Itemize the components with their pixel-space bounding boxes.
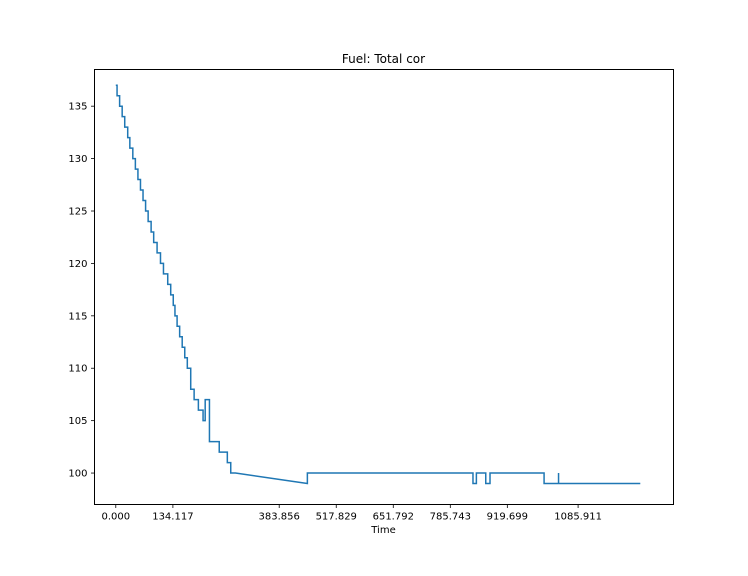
y-axis: 100 105 110 115 120 125 130 135 (68, 102, 95, 480)
y-tick-label: 105 (68, 416, 87, 427)
y-tick-label: 115 (68, 311, 87, 322)
y-tick-label: 120 (68, 259, 87, 270)
plot-frame (94, 69, 674, 505)
series-line-0 (115, 84, 641, 485)
x-tick-label: 651.792 (373, 512, 414, 523)
x-tick-label: 0.000 (101, 512, 130, 523)
x-tick-label: 517.829 (316, 512, 357, 523)
y-tick-label: 135 (68, 102, 87, 113)
y-tick-label: 100 (68, 469, 87, 480)
x-axis: 0.000 134.117 383.856 517.829 651.792 785.743… (101, 504, 602, 523)
chart-title: Fuel: Total cor (342, 52, 425, 66)
x-tick-label: 785.743 (430, 512, 471, 523)
x-tick-label: 1085.911 (554, 512, 602, 523)
x-tick-label: 383.856 (259, 512, 300, 523)
x-axis-label: Time (370, 525, 395, 536)
y-tick-label: 125 (68, 207, 87, 218)
x-tick-label: 919.699 (487, 512, 528, 523)
y-tick-label: 110 (68, 364, 87, 375)
plot-area (115, 84, 641, 485)
y-tick-label: 130 (68, 154, 87, 165)
x-tick-label: 134.117 (152, 512, 193, 523)
